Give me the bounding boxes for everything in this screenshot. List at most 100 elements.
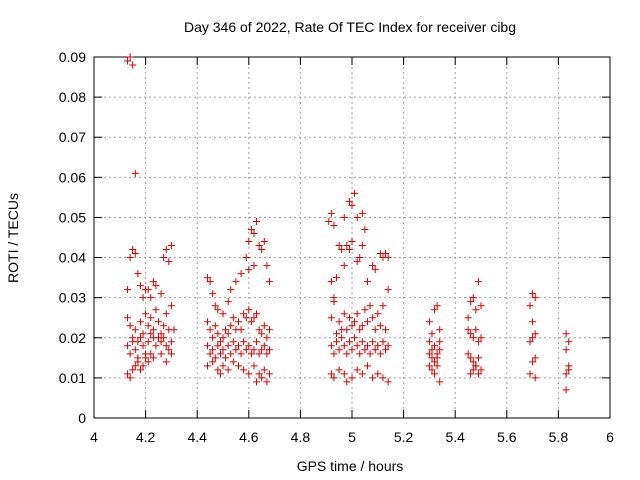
data-point: [260, 322, 268, 330]
x-tick-label: 5.6: [497, 429, 517, 445]
data-point: [167, 350, 175, 358]
data-point: [165, 258, 173, 266]
data-point: [330, 221, 338, 229]
data-point: [139, 342, 147, 350]
x-tick-labels: 4 4.2 4.4 4.6 4.8 5 5.2 5.4 5.6 5.8 6: [90, 429, 614, 445]
data-point: [526, 302, 534, 310]
data-point: [237, 270, 245, 278]
y-tick-label: 0.02: [59, 330, 86, 346]
data-point: [152, 342, 160, 350]
data-point: [382, 346, 390, 354]
data-point: [211, 322, 219, 330]
data-point: [384, 378, 392, 386]
data-point: [147, 350, 155, 358]
data-point: [219, 334, 227, 342]
data-point: [464, 314, 472, 322]
y-tick-label: 0: [78, 410, 86, 426]
data-point: [384, 342, 392, 350]
data-point: [265, 278, 273, 286]
data-point: [160, 322, 168, 330]
data-point: [229, 358, 237, 366]
data-point: [204, 362, 212, 370]
x-tick-label: 5: [348, 429, 356, 445]
data-point: [214, 342, 222, 350]
data-point: [333, 338, 341, 346]
data-point: [376, 350, 384, 358]
data-point: [227, 322, 235, 330]
data-point: [206, 350, 214, 358]
data-point: [330, 374, 338, 382]
data-point: [363, 342, 371, 350]
data-point: [139, 330, 147, 338]
x-tick-label: 5.4: [445, 429, 465, 445]
data-point: [144, 338, 152, 346]
data-point: [149, 326, 157, 334]
data-point: [222, 354, 230, 362]
data-point: [245, 238, 253, 246]
data-point: [384, 286, 392, 294]
data-point: [333, 330, 341, 338]
data-point: [358, 209, 366, 217]
data-point: [263, 262, 271, 270]
data-point: [531, 330, 539, 338]
data-point: [149, 354, 157, 362]
data-point: [472, 362, 480, 370]
data-point: [477, 366, 485, 374]
data-point: [345, 314, 353, 322]
data-point: [335, 346, 343, 354]
data-point: [353, 366, 361, 374]
data-point: [474, 354, 482, 362]
data-point: [425, 362, 433, 370]
data-point: [467, 370, 475, 378]
data-point: [124, 286, 132, 294]
data-point: [129, 338, 137, 346]
data-point: [436, 326, 444, 334]
data-point: [330, 350, 338, 358]
data-point: [384, 254, 392, 262]
data-point: [477, 334, 485, 342]
data-point: [129, 366, 137, 374]
data-point: [147, 330, 155, 338]
data-point: [250, 362, 258, 370]
data-point: [345, 197, 353, 205]
data-point: [265, 326, 273, 334]
data-point: [240, 310, 248, 318]
data-point: [335, 318, 343, 326]
data-point: [431, 306, 439, 314]
data-point: [366, 350, 374, 358]
data-point: [204, 318, 212, 326]
data-point: [209, 358, 217, 366]
data-point: [124, 342, 132, 350]
data-point: [338, 246, 346, 254]
data-point: [325, 217, 333, 225]
data-point: [358, 242, 366, 250]
data-point: [170, 326, 178, 334]
data-point: [209, 334, 217, 342]
data-point: [152, 282, 160, 290]
data-point: [474, 278, 482, 286]
data-point: [131, 326, 139, 334]
data-point: [379, 338, 387, 346]
data-point: [340, 370, 348, 378]
data-point: [165, 346, 173, 354]
data-point: [467, 298, 475, 306]
data-point: [333, 274, 341, 282]
data-point: [136, 318, 144, 326]
data-point: [369, 338, 377, 346]
data-point: [353, 213, 361, 221]
data-point: [474, 338, 482, 346]
data-point: [124, 57, 132, 65]
data-point: [157, 290, 165, 298]
data-point: [162, 310, 170, 318]
data-point: [157, 338, 165, 346]
data-point: [327, 314, 335, 322]
data-point: [253, 338, 261, 346]
data-point: [431, 358, 439, 366]
data-point: [142, 310, 150, 318]
data-point: [363, 278, 371, 286]
data-point: [469, 294, 477, 302]
data-point: [258, 330, 266, 338]
data-point: [464, 350, 472, 358]
data-point: [356, 326, 364, 334]
data-point: [382, 326, 390, 334]
